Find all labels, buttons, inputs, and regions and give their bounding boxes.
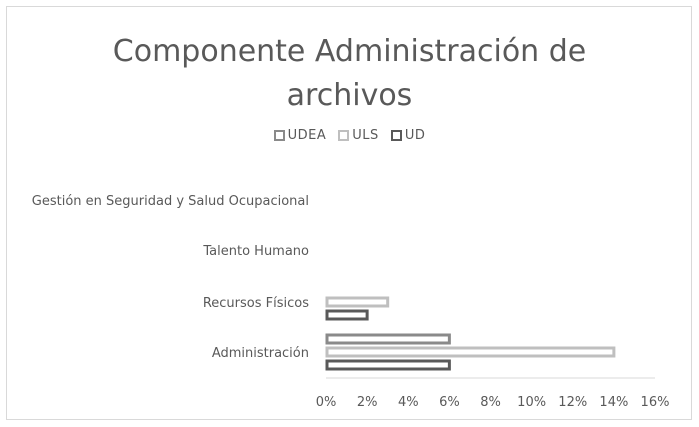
bar-uls-0: [325, 346, 616, 358]
category-label: Administración: [212, 346, 309, 361]
x-tick-label: 14%: [599, 395, 628, 410]
legend-item-udea: UDEA: [273, 128, 327, 143]
legend-label-ud: UD: [404, 128, 426, 143]
legend-label-uls: ULS: [352, 128, 379, 143]
x-tick-label: 12%: [558, 395, 587, 410]
category-label: Gestión en Seguridad y Salud Ocupacional: [32, 194, 309, 209]
x-tick-label: 16%: [641, 395, 670, 410]
category-label: Recursos Físicos: [203, 296, 309, 311]
bar-ud-1: [325, 309, 369, 321]
bar-uls-1: [325, 296, 390, 308]
legend-swatch-udea: [273, 130, 285, 141]
x-tick-label: 10%: [517, 395, 546, 410]
legend-swatch-uls: [338, 130, 350, 141]
category-label: Talento Humano: [202, 244, 309, 259]
x-tick-label: 6%: [439, 395, 460, 410]
chart-title-text: Componente Administración de archivos: [112, 34, 587, 113]
bar-udea-0: [325, 333, 451, 345]
x-tick-label: 2%: [357, 395, 378, 410]
chart-title: Componente Administración de archivos: [0, 30, 699, 118]
x-tick-label: 0%: [316, 395, 337, 410]
legend-item-ud: UD: [390, 128, 426, 143]
chart-legend: UDEA ULS UD: [0, 128, 699, 143]
bar-ud-0: [325, 359, 451, 371]
legend-item-uls: ULS: [338, 128, 379, 143]
legend-label-udea: UDEA: [287, 128, 327, 143]
x-tick-label: 4%: [398, 395, 419, 410]
legend-swatch-ud: [390, 130, 402, 141]
x-tick-label: 8%: [480, 395, 501, 410]
